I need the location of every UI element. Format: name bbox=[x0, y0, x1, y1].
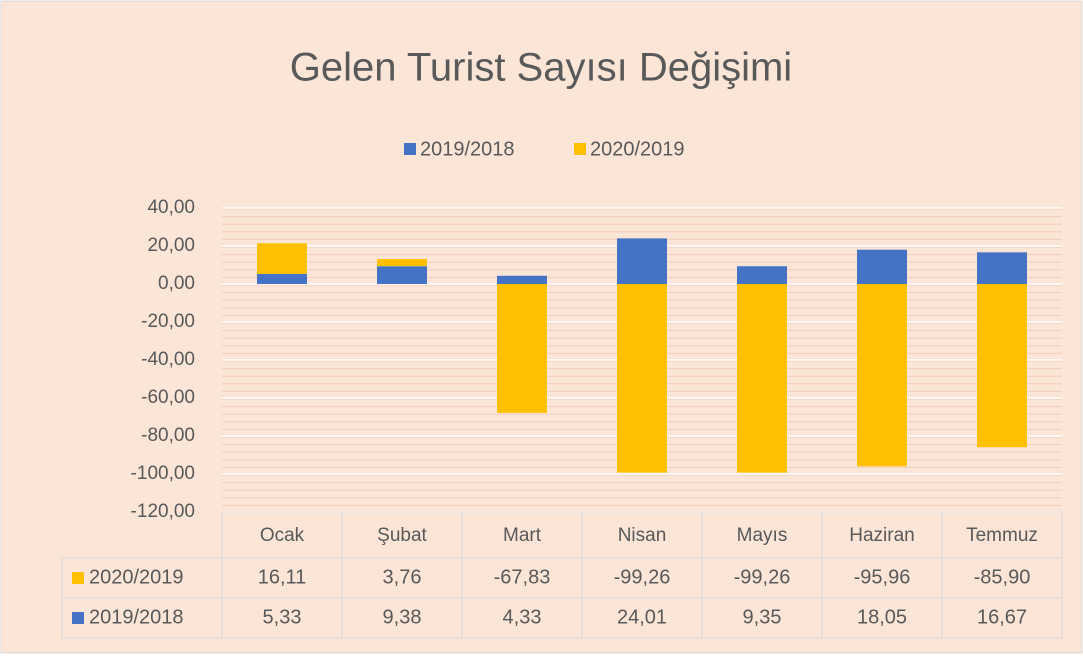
table-legend-key bbox=[72, 572, 84, 584]
y-tick-label: 40,00 bbox=[147, 197, 195, 218]
bar bbox=[257, 243, 307, 274]
bar bbox=[737, 284, 787, 473]
bar bbox=[617, 238, 667, 284]
table-cell: -67,83 bbox=[494, 566, 551, 588]
table-cell: 16,11 bbox=[258, 566, 307, 588]
bar bbox=[377, 259, 427, 267]
table-cell: -99,26 bbox=[614, 566, 671, 588]
table-cell: 9,38 bbox=[383, 606, 422, 628]
bar bbox=[977, 252, 1027, 284]
y-tick-label: 20,00 bbox=[147, 235, 195, 256]
x-tick-label: Ocak bbox=[260, 525, 305, 546]
x-tick-label: Mayıs bbox=[737, 525, 788, 546]
x-tick-label: Haziran bbox=[849, 525, 914, 546]
table-legend-key bbox=[72, 612, 84, 624]
table-cell: -85,90 bbox=[974, 566, 1031, 588]
x-tick-label: Temmuz bbox=[966, 525, 1038, 546]
y-tick-label: -20,00 bbox=[141, 311, 195, 332]
y-tick-label: -80,00 bbox=[141, 425, 195, 446]
legend-swatch bbox=[404, 143, 416, 155]
legend-label: 2019/2018 bbox=[420, 138, 515, 160]
y-tick-label: -100,00 bbox=[131, 463, 195, 484]
y-tick-label: -60,00 bbox=[141, 387, 195, 408]
table-cell: 16,67 bbox=[977, 606, 1027, 628]
bar bbox=[857, 284, 907, 467]
bar bbox=[857, 249, 907, 284]
table-cell: -95,96 bbox=[854, 566, 911, 588]
table-row-label: 2020/2019 bbox=[89, 566, 184, 588]
legend-label: 2020/2019 bbox=[590, 138, 685, 160]
x-tick-label: Mart bbox=[503, 525, 542, 546]
y-tick-label: -120,00 bbox=[131, 501, 195, 522]
table-cell: 24,01 bbox=[617, 606, 667, 628]
table-cell: 18,05 bbox=[857, 606, 907, 628]
chart-title: Gelen Turist Sayısı Değişimi bbox=[290, 46, 792, 90]
table-cell: -99,26 bbox=[734, 566, 791, 588]
table-cell: 5,33 bbox=[263, 606, 302, 628]
table-cell: 9,35 bbox=[743, 606, 782, 628]
y-tick-label: -40,00 bbox=[141, 349, 195, 370]
y-tick-label: 0,00 bbox=[158, 273, 195, 294]
x-tick-label: Şubat bbox=[377, 525, 427, 546]
bar bbox=[377, 266, 427, 284]
x-tick-label: Nisan bbox=[618, 525, 667, 546]
bar bbox=[617, 284, 667, 473]
bar bbox=[497, 275, 547, 284]
table-row-label: 2019/2018 bbox=[89, 606, 184, 628]
table-cell: 3,76 bbox=[383, 566, 422, 588]
bar bbox=[737, 266, 787, 284]
bar bbox=[257, 273, 307, 284]
bar bbox=[497, 284, 547, 413]
bar bbox=[977, 284, 1027, 448]
legend-swatch bbox=[574, 143, 586, 155]
table-cell: 4,33 bbox=[503, 606, 542, 628]
